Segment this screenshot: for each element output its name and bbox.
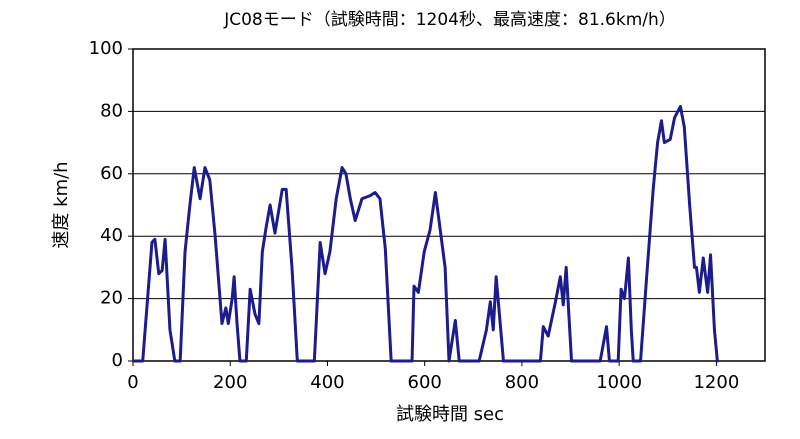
x-axis-label: 試験時間 sec [396, 404, 504, 425]
x-tick-label: 600 [408, 372, 442, 393]
speed-line [133, 104, 719, 363]
x-tick-label: 200 [213, 372, 247, 393]
y-tick-label: 80 [100, 100, 123, 121]
x-tick-label: 1200 [693, 372, 739, 393]
y-tick-label: 20 [100, 288, 123, 309]
x-tick-label: 800 [505, 372, 539, 393]
y-tick-label: 0 [112, 350, 123, 371]
y-tick-label: 100 [89, 38, 123, 59]
y-axis-label: 速度 km/h [51, 161, 72, 248]
x-tick-label: 1000 [596, 372, 642, 393]
y-tick-label: 40 [100, 225, 123, 246]
x-tick-label: 0 [127, 372, 138, 393]
y-tick-label: 60 [100, 163, 123, 184]
x-tick-label: 400 [310, 372, 344, 393]
chart-title: JC08モード（試験時間：1204秒、最高速度：81.6km/h） [223, 10, 676, 30]
